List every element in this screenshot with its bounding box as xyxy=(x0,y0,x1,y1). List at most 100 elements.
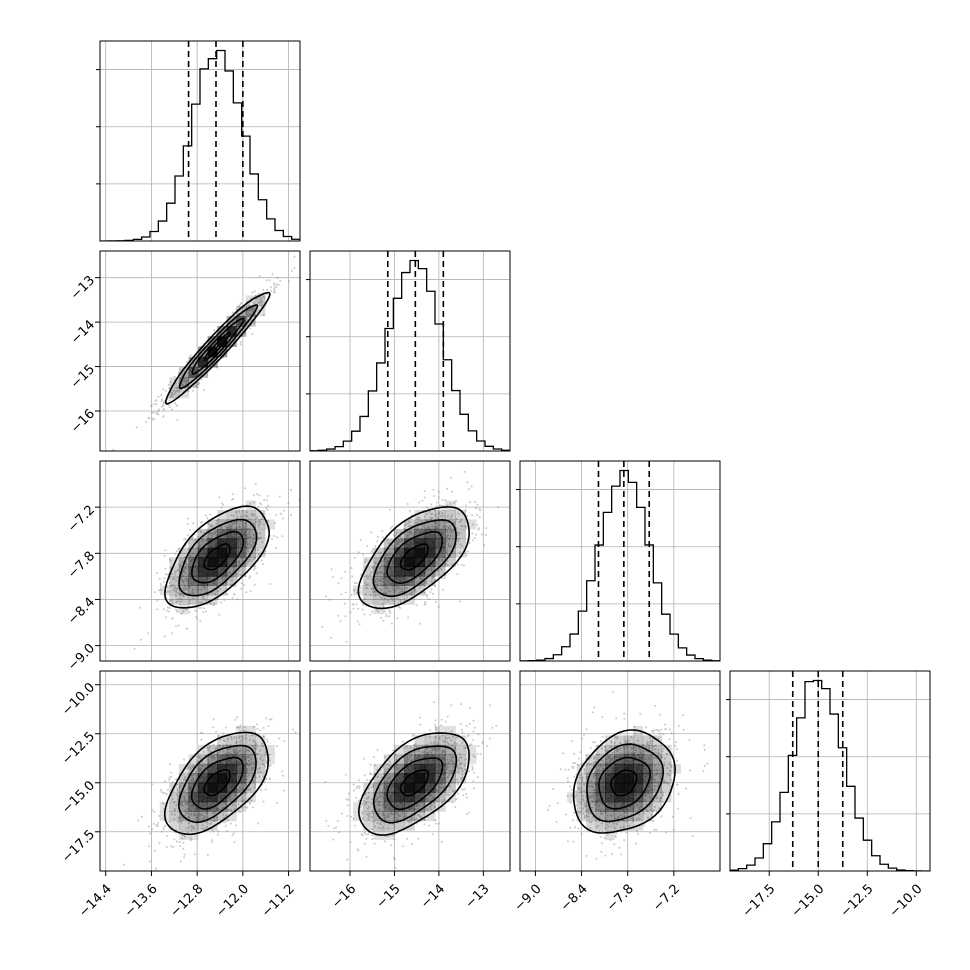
density-cell xyxy=(614,744,625,755)
panel-frame xyxy=(99,40,301,242)
density-cell xyxy=(236,782,247,793)
density-cell xyxy=(217,528,228,539)
density-cell xyxy=(188,547,199,558)
x-tick-label-0-0: −14.4 xyxy=(76,882,115,921)
density-cell xyxy=(245,305,256,317)
panel-frame xyxy=(309,460,511,662)
density-cell xyxy=(217,782,228,793)
y-tick-label-1-2: −14 xyxy=(68,318,98,348)
x-tick-label-0-2: −12.8 xyxy=(168,882,207,921)
x-tick-label-3-2: −12.5 xyxy=(838,882,877,921)
density-cell xyxy=(633,792,644,803)
contour-2-0-1 xyxy=(191,530,245,584)
density-cell xyxy=(404,792,415,803)
density-cell xyxy=(404,557,415,568)
contour-3-1-3 xyxy=(357,732,470,836)
density-cell xyxy=(188,566,199,577)
y-tick-label-2-2: −7.8 xyxy=(65,549,98,582)
density-cell xyxy=(652,744,663,755)
density-cell xyxy=(393,585,405,596)
density-cell xyxy=(178,566,189,577)
density-cell xyxy=(178,585,189,596)
scatter-panel-2-1 xyxy=(309,460,511,662)
scatter-panel-3-1: −16 −15 −14 −13 xyxy=(309,670,511,912)
density-cell xyxy=(465,519,477,530)
density-cell xyxy=(226,801,237,812)
histogram-step-0 xyxy=(100,49,300,241)
density-cell xyxy=(393,528,405,539)
density-cell xyxy=(434,538,446,549)
density-cell xyxy=(207,336,218,348)
density-cell xyxy=(623,792,634,803)
density-cell xyxy=(207,566,218,577)
density-cell xyxy=(404,519,415,530)
density-cell xyxy=(264,519,275,530)
density-cell xyxy=(404,782,415,793)
density-cell xyxy=(623,744,634,755)
density-cell xyxy=(198,576,209,586)
x-tick-label-0-3: −12.0 xyxy=(213,882,252,921)
contour-3-1-0 xyxy=(399,769,429,797)
density-cell xyxy=(245,510,256,520)
density-cell xyxy=(236,519,247,530)
panel-frame xyxy=(729,670,931,872)
x-tick-label-1-3: −13 xyxy=(463,882,493,912)
density-cell xyxy=(178,801,189,812)
density-cell xyxy=(445,763,456,774)
density-cell xyxy=(226,326,237,337)
density-cell xyxy=(465,744,477,755)
density-cell xyxy=(670,763,681,774)
density-cell xyxy=(424,510,436,520)
density-cell xyxy=(455,744,467,755)
density-cell xyxy=(207,346,218,358)
density-cell xyxy=(226,538,237,549)
density-cell xyxy=(633,801,644,812)
density-cell xyxy=(353,801,364,812)
density-cell xyxy=(169,576,180,586)
density-cell xyxy=(363,820,375,831)
density-cell xyxy=(363,811,375,822)
density-cell xyxy=(445,528,456,539)
contour-3-0-0 xyxy=(203,768,231,797)
density-cell xyxy=(414,792,426,803)
density-cell xyxy=(373,820,385,831)
density-cell xyxy=(614,773,625,784)
density-cell xyxy=(595,782,606,793)
density-cell xyxy=(661,792,672,803)
density-cell xyxy=(595,801,606,812)
density-cell xyxy=(642,792,653,803)
density-cell xyxy=(445,773,456,784)
density-cell xyxy=(393,782,405,793)
density-cell xyxy=(604,782,615,793)
density-cell xyxy=(188,754,199,765)
density-cell xyxy=(614,792,625,803)
density-cell xyxy=(198,763,209,774)
contour-3-2-1 xyxy=(598,756,652,810)
density-cell xyxy=(623,782,634,793)
density-cell xyxy=(661,744,672,755)
density-cell xyxy=(383,801,395,812)
density-cell xyxy=(604,754,615,765)
density-cell xyxy=(198,346,209,358)
contour-2-1-3 xyxy=(357,506,470,610)
density-cell xyxy=(373,782,385,793)
y-tick-label-1-3: −13 xyxy=(68,273,98,303)
density-cell xyxy=(633,735,644,746)
density-cell xyxy=(424,782,436,793)
density-cell xyxy=(445,500,456,511)
density-cell xyxy=(226,763,237,774)
density-cell xyxy=(393,820,405,831)
panel-frame xyxy=(309,250,511,452)
density-cell xyxy=(455,547,467,558)
density-cell xyxy=(178,604,189,615)
density-cell xyxy=(207,782,218,793)
density-cell xyxy=(245,782,256,793)
density-cell xyxy=(255,547,266,558)
density-cell xyxy=(353,811,364,822)
density-cell xyxy=(604,811,615,822)
density-cell xyxy=(424,754,436,765)
density-cell xyxy=(363,585,375,596)
x-tick-label-1-0: −16 xyxy=(329,882,359,912)
density-cell xyxy=(576,792,587,803)
density-cell xyxy=(393,576,405,586)
